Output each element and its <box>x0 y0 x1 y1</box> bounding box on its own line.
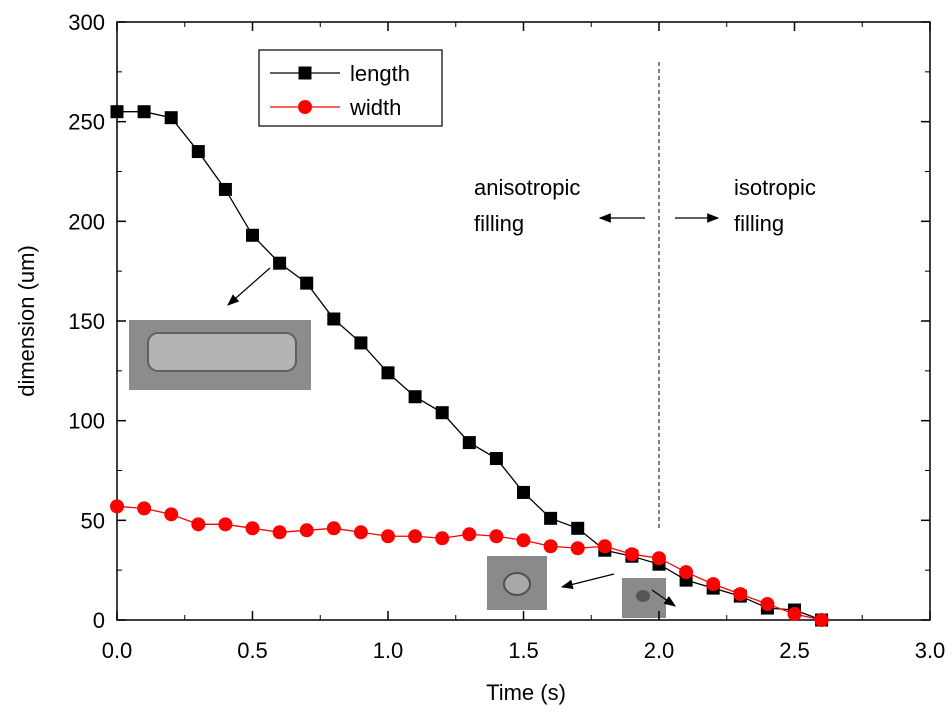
y-tick-label: 150 <box>68 309 105 334</box>
legend-label: width <box>349 95 401 120</box>
data-point <box>679 565 694 580</box>
data-point <box>462 436 476 450</box>
data-point <box>543 539 558 554</box>
y-tick-label: 100 <box>68 409 105 434</box>
data-point <box>544 511 558 525</box>
data-point <box>435 406 449 420</box>
x-tick-label: 3.0 <box>915 638 946 663</box>
data-point <box>218 182 232 196</box>
data-point <box>164 111 178 125</box>
inset-images <box>129 320 666 618</box>
data-point <box>571 521 585 535</box>
annotation: filling <box>734 211 784 236</box>
x-tick-label: 0.5 <box>237 638 268 663</box>
data-point <box>652 551 666 566</box>
data-point <box>381 529 395 544</box>
data-point <box>814 613 829 627</box>
x-tick-label: 2.0 <box>644 638 675 663</box>
data-point <box>517 485 530 499</box>
data-point <box>354 336 368 350</box>
data-point <box>191 517 206 532</box>
data-point <box>408 529 423 544</box>
data-point <box>408 390 422 404</box>
data-point <box>137 501 152 516</box>
data-point <box>570 541 585 556</box>
data-point <box>326 521 341 536</box>
data-point <box>110 499 124 514</box>
plot-frame <box>116 21 931 621</box>
annotation: anisotropic <box>474 175 580 200</box>
data-point <box>300 276 314 290</box>
data-point <box>489 452 503 466</box>
data-point <box>381 366 395 380</box>
data-point <box>110 105 124 119</box>
x-tick-label: 1.5 <box>508 638 539 663</box>
data-point <box>597 539 612 554</box>
y-tick-label: 300 <box>68 10 105 35</box>
x-tick-label: 0.0 <box>102 638 133 663</box>
y-tick-label: 0 <box>93 608 105 633</box>
annotation: filling <box>474 211 524 236</box>
data-point <box>191 145 205 159</box>
data-point <box>516 533 531 548</box>
x-tick-label: 2.5 <box>779 638 810 663</box>
arrows <box>227 213 720 607</box>
annotation: isotropic <box>734 175 816 200</box>
data-point <box>435 531 450 546</box>
legend-marker <box>298 100 312 114</box>
data-point <box>733 587 748 602</box>
data-point <box>272 525 287 540</box>
data-point <box>462 527 477 542</box>
y-tick-label: 50 <box>81 508 105 533</box>
data-point <box>489 529 504 544</box>
y-axis-title: dimension (um) <box>14 245 39 397</box>
data-point <box>787 607 802 622</box>
data-point <box>760 597 775 612</box>
data-point <box>246 228 259 242</box>
legend-marker <box>298 66 312 80</box>
data-point <box>273 256 287 270</box>
data-point <box>218 517 233 532</box>
data-point <box>245 521 260 536</box>
data-point <box>624 547 639 562</box>
y-tick-label: 200 <box>68 209 105 234</box>
legend-label: length <box>350 61 410 86</box>
data-point <box>327 312 341 326</box>
y-tick-label: 250 <box>68 110 105 135</box>
data-point <box>353 525 368 540</box>
x-tick-label: 1.0 <box>373 638 404 663</box>
data-point <box>164 507 179 522</box>
data-point <box>706 577 721 592</box>
x-axis-title: Time (s) <box>486 680 566 705</box>
data-point <box>299 523 314 538</box>
legend-box <box>258 49 443 127</box>
data-point <box>137 105 151 119</box>
